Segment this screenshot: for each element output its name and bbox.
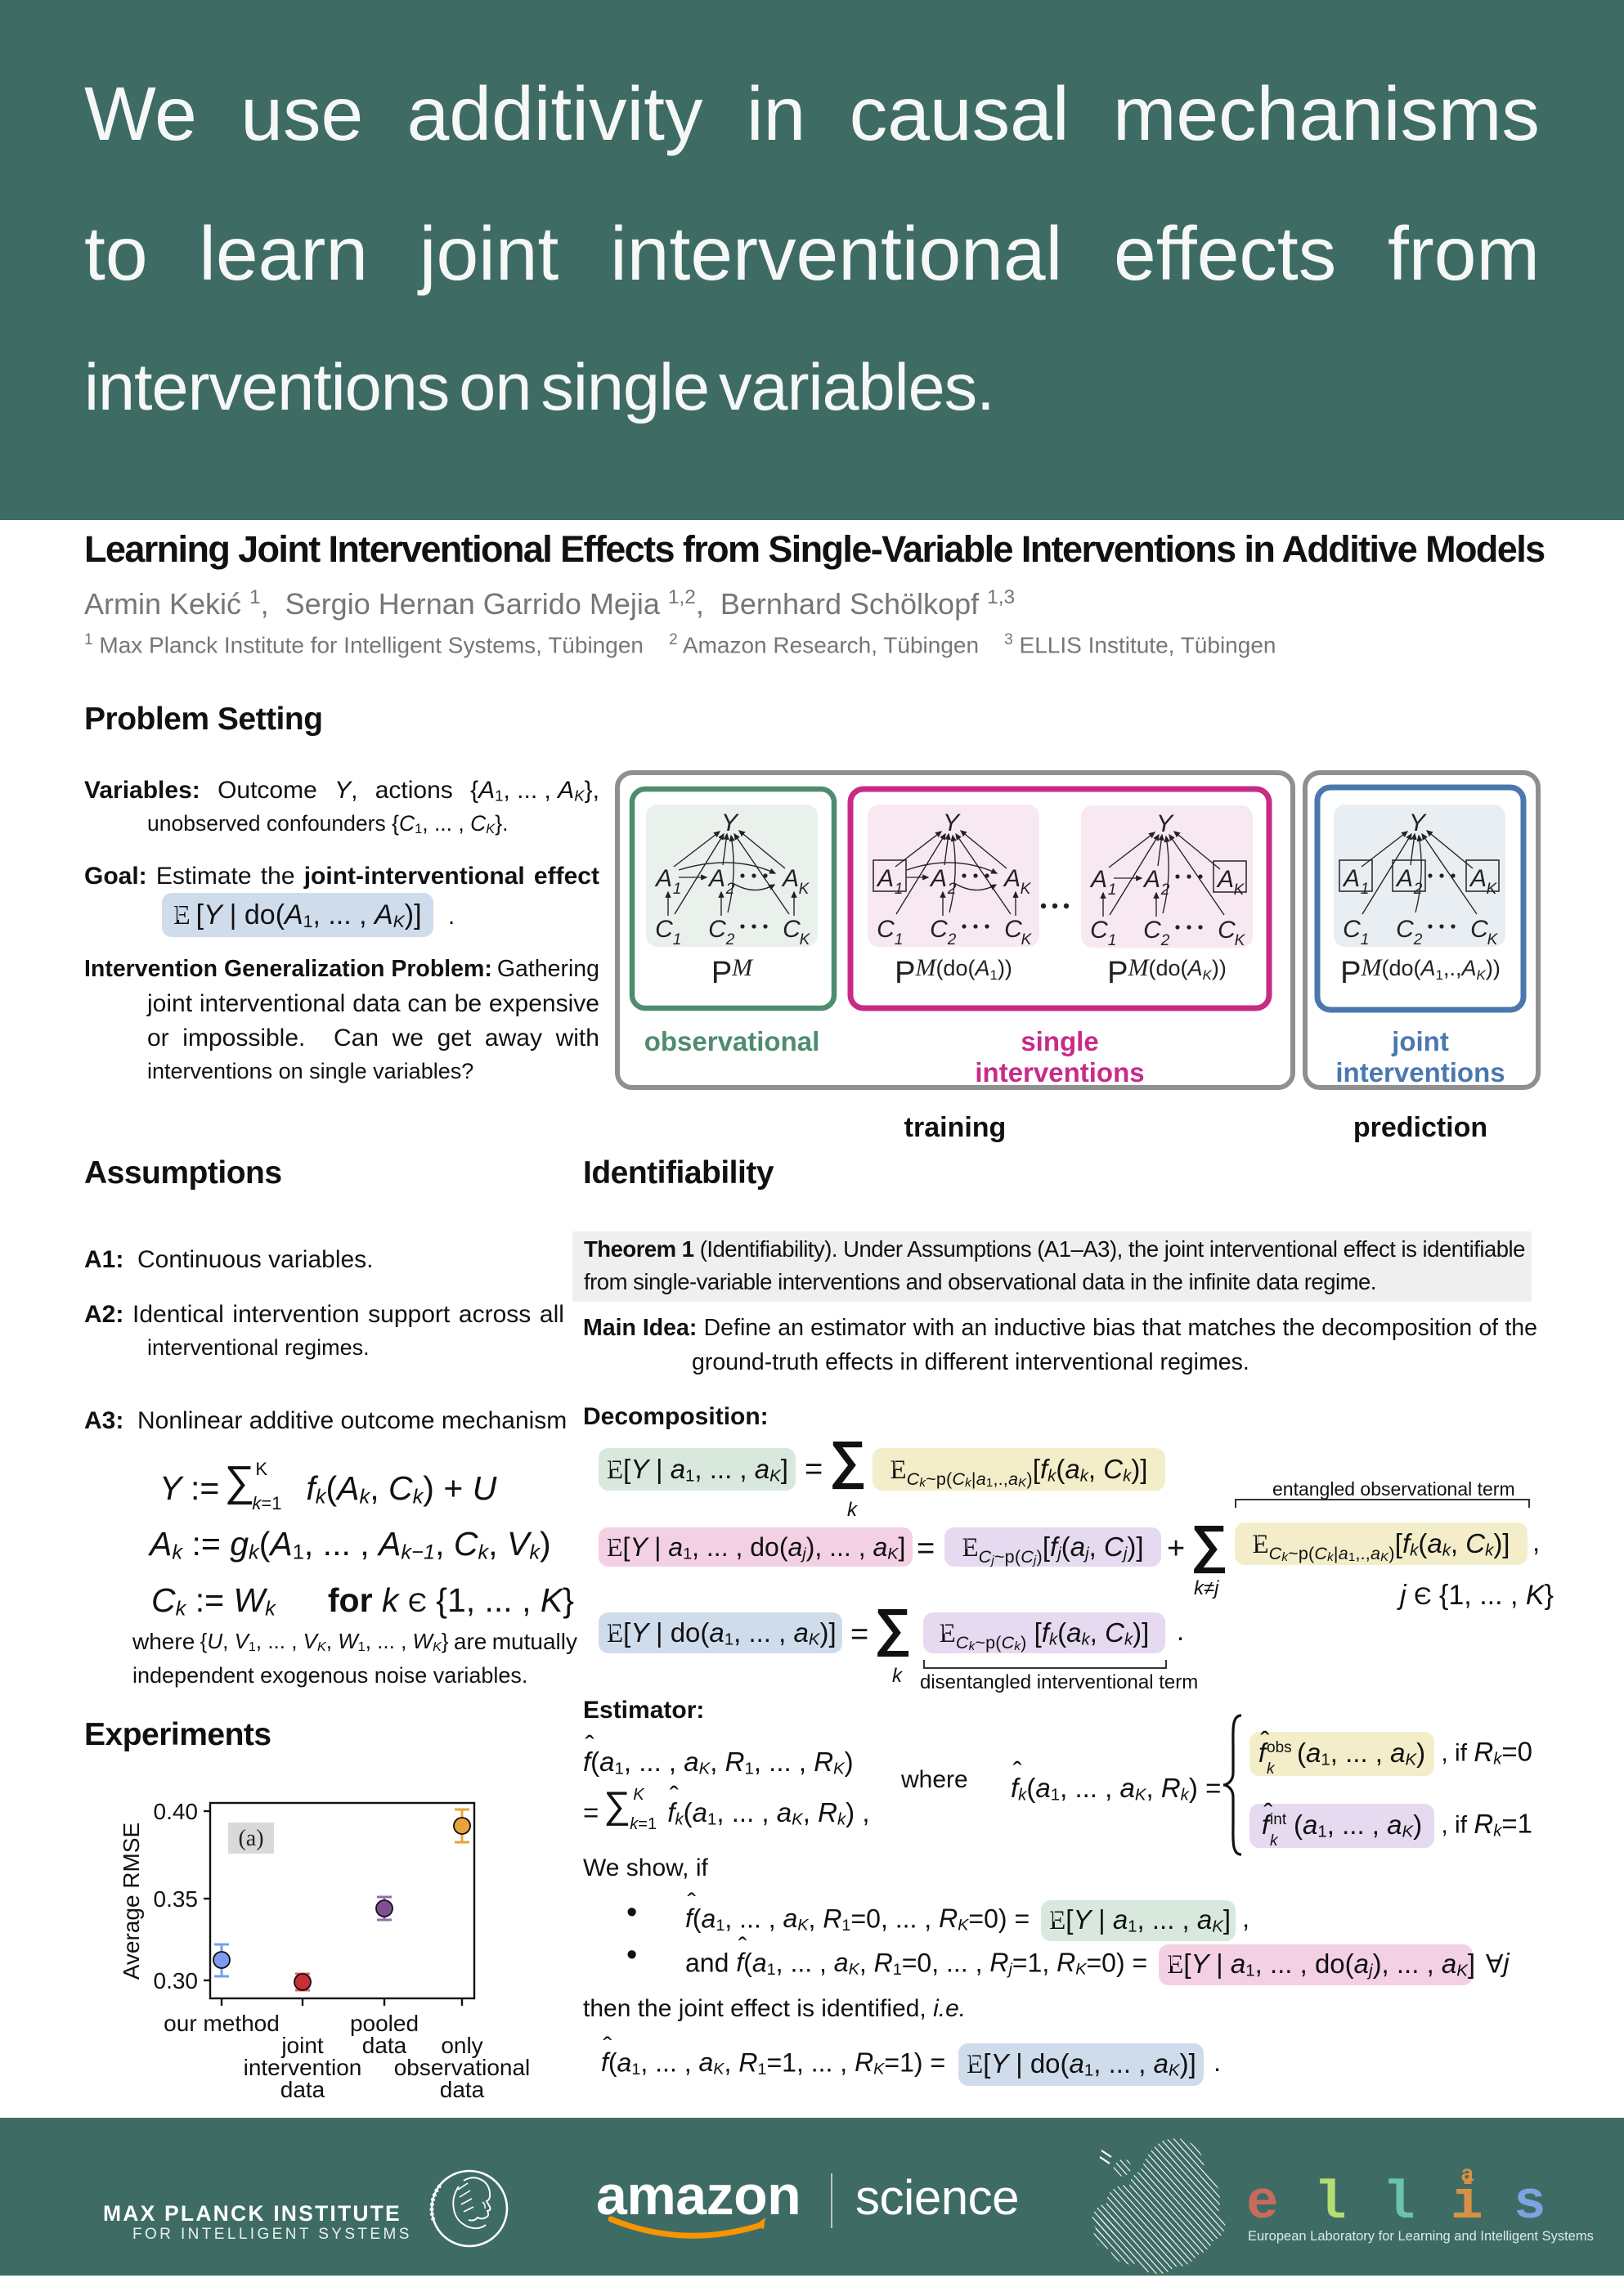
svg-text:C: C [783, 916, 801, 943]
svg-text:(a): (a) [238, 1826, 263, 1851]
svg-text:PM(do(A1)): PM(do(A1)) [895, 954, 1012, 990]
svg-text:our method: our method [164, 2011, 280, 2036]
svg-text:A: A [1142, 866, 1160, 893]
svg-text:data: data [440, 2077, 485, 2102]
svg-text:C: C [655, 916, 673, 943]
svg-text:C: C [877, 916, 895, 943]
svg-text:PM(do(A1,.,AK)): PM(do(A1,.,AK)) [1340, 954, 1501, 990]
svg-text:joint: joint [1391, 1026, 1449, 1056]
svg-text:2: 2 [947, 931, 957, 948]
svg-text:0.30: 0.30 [154, 1968, 199, 1993]
svg-text:amazon: amazon [596, 2164, 801, 2226]
svg-text:A: A [654, 865, 672, 892]
svg-text:1: 1 [1361, 881, 1370, 898]
svg-text:2: 2 [725, 931, 735, 948]
svg-text:single: single [1021, 1026, 1098, 1056]
svg-text:interventions: interventions [1335, 1057, 1505, 1087]
svg-text:K: K [1235, 932, 1246, 949]
svg-text:a: a [1460, 2163, 1474, 2188]
svg-text:interventions: interventions [975, 1057, 1144, 1087]
svg-text:K: K [799, 881, 810, 898]
svg-text:K: K [1021, 931, 1033, 948]
svg-text:C: C [1143, 917, 1161, 944]
svg-text:l: l [1383, 2173, 1415, 2234]
svg-text:Average RMSE: Average RMSE [119, 1823, 144, 1980]
svg-text:FOR INTELLIGENT SYSTEMS: FOR INTELLIGENT SYSTEMS [132, 2226, 412, 2243]
svg-text:K: K [800, 931, 811, 948]
svg-text:K: K [1487, 881, 1498, 898]
svg-text:prediction: prediction [1353, 1112, 1487, 1143]
svg-text:A: A [1216, 866, 1234, 893]
svg-text:A: A [1469, 865, 1487, 892]
svg-text:1: 1 [1361, 931, 1370, 948]
svg-text:A: A [1395, 865, 1413, 892]
svg-text:1: 1 [1108, 932, 1117, 949]
svg-text:A: A [1003, 865, 1021, 892]
svg-text:A: A [929, 865, 947, 892]
svg-text:training: training [904, 1112, 1007, 1143]
svg-text:joint: joint [280, 2033, 324, 2058]
svg-text:C: C [930, 916, 948, 943]
svg-text:observational: observational [394, 2055, 531, 2080]
svg-text:Y: Y [1409, 809, 1427, 836]
svg-text:i: i [1451, 2173, 1483, 2234]
svg-text:Y: Y [1156, 810, 1174, 837]
svg-text:data: data [280, 2077, 325, 2102]
svg-text:1: 1 [673, 931, 682, 948]
svg-text:2: 2 [1413, 931, 1423, 948]
svg-text:A: A [707, 865, 725, 892]
svg-text:0.35: 0.35 [154, 1886, 199, 1912]
svg-text:C: C [1090, 917, 1108, 944]
svg-text:C: C [1396, 916, 1414, 943]
svg-text:PM: PM [711, 954, 754, 990]
svg-text:intervention: intervention [244, 2055, 362, 2080]
svg-text:2: 2 [1160, 932, 1170, 949]
svg-text:Y: Y [721, 809, 739, 836]
svg-text:K: K [1234, 881, 1245, 899]
svg-text:European Laboratory for Learni: European Laboratory for Learning and Int… [1248, 2229, 1594, 2244]
svg-text:pooled: pooled [350, 2011, 419, 2036]
svg-text:e: e [1246, 2173, 1279, 2234]
svg-text:l: l [1314, 2173, 1347, 2234]
svg-text:observational: observational [644, 1026, 820, 1056]
svg-text:K: K [1021, 881, 1032, 898]
svg-text:C: C [1343, 916, 1361, 943]
svg-text:PM(do(AK)): PM(do(AK)) [1107, 954, 1227, 990]
svg-text:A: A [1342, 865, 1360, 892]
svg-text:1: 1 [673, 881, 682, 898]
svg-text:s: s [1514, 2173, 1546, 2234]
svg-text:only: only [441, 2033, 482, 2058]
svg-text:1: 1 [895, 931, 904, 948]
svg-text:0.40: 0.40 [154, 1799, 199, 1824]
svg-text:K: K [1487, 931, 1499, 948]
svg-text:data: data [362, 2033, 407, 2058]
svg-text:C: C [1004, 916, 1022, 943]
svg-text:C: C [1218, 917, 1236, 944]
svg-text:MAX PLANCK INSTITUTE: MAX PLANCK INSTITUTE [103, 2201, 402, 2226]
svg-text:A: A [1089, 866, 1107, 893]
svg-text:A: A [876, 865, 894, 892]
svg-text:science: science [855, 2170, 1019, 2225]
svg-text:A: A [781, 865, 799, 892]
svg-text:1: 1 [1108, 881, 1117, 899]
svg-text:1: 1 [895, 881, 904, 898]
svg-text:C: C [1470, 916, 1488, 943]
svg-text:C: C [708, 916, 726, 943]
svg-text:Y: Y [943, 809, 961, 836]
